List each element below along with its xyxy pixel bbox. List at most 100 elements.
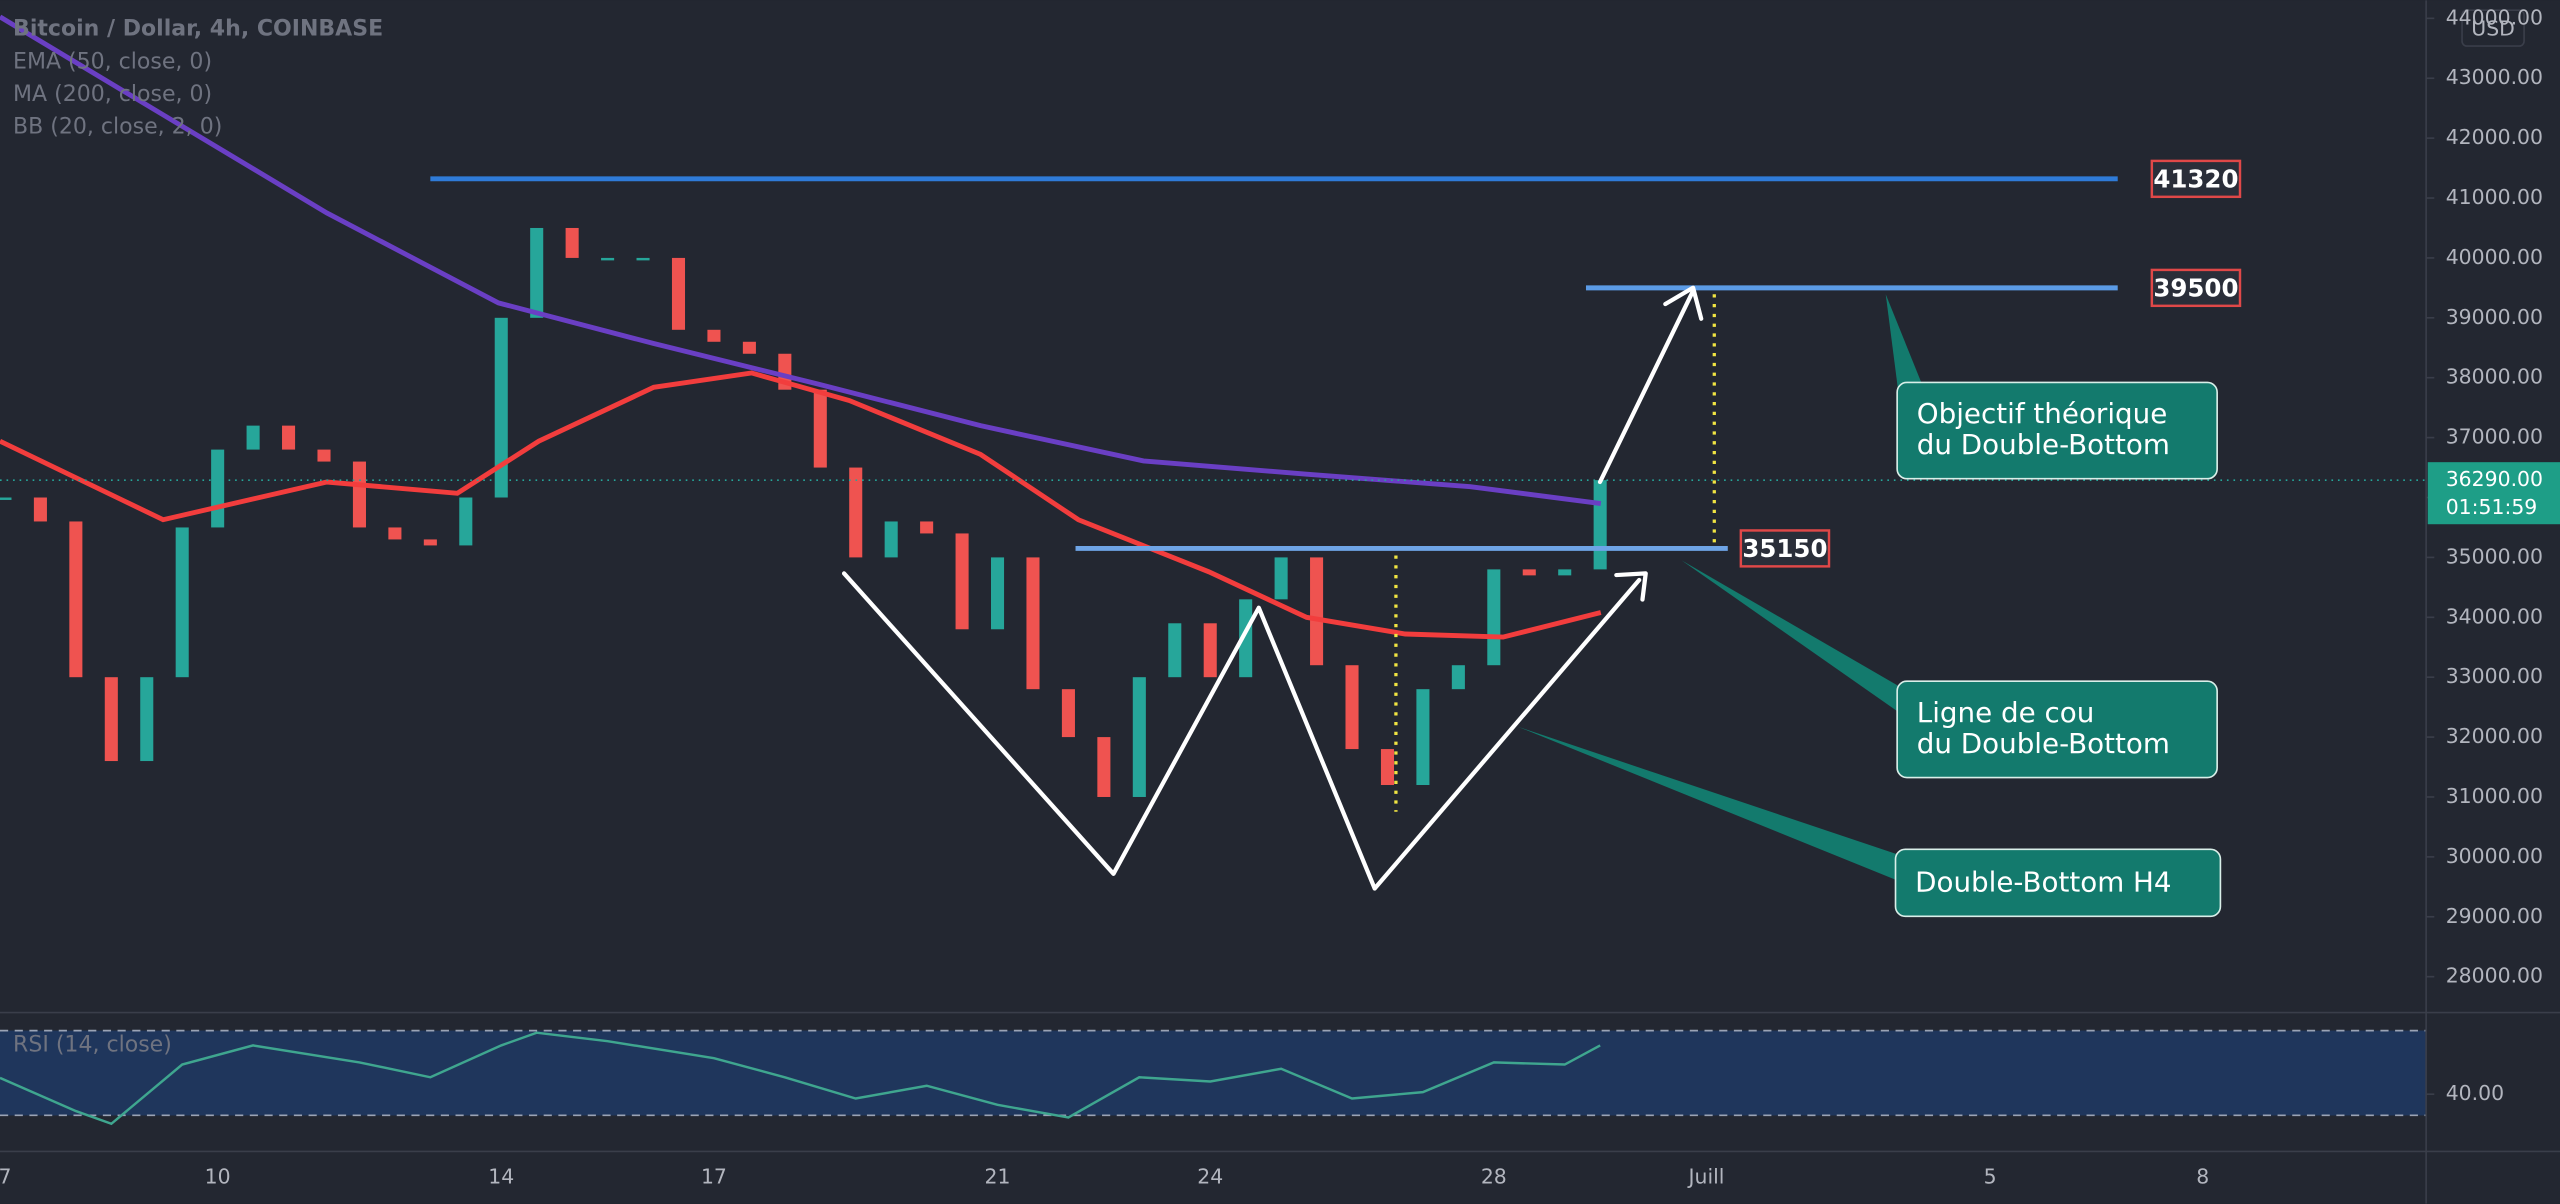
legend-entry: BB (20, close, 2, 0) <box>13 115 222 140</box>
candle <box>33 497 47 522</box>
candle <box>1026 557 1040 690</box>
arrow-head <box>1614 571 1648 602</box>
y-tick-label: 39000.00 <box>2446 305 2543 329</box>
callout-pointer <box>1885 294 1927 396</box>
candle <box>955 533 969 630</box>
candle <box>317 449 331 462</box>
candle <box>1310 557 1324 666</box>
legend-entry: MA (200, close, 0) <box>13 82 212 107</box>
x-tick-label: 21 <box>985 1165 1011 1189</box>
level-label: 39500 <box>2153 274 2238 303</box>
y-tick-label: 30000.00 <box>2446 844 2543 868</box>
annotation-text: Double-Bottom H4 <box>1915 866 2171 899</box>
annotation-box <box>1896 381 2218 480</box>
candle <box>352 461 366 528</box>
candle <box>1380 749 1395 786</box>
y-tick-label: 32000.00 <box>2446 724 2543 748</box>
legend-entry: EMA (50, close, 0) <box>13 49 212 74</box>
y-tick-label: 38000.00 <box>2446 365 2543 389</box>
x-tick-label: 7 <box>0 1165 11 1189</box>
pattern-drawing <box>841 285 1704 891</box>
candle <box>1558 569 1572 576</box>
candle <box>211 449 225 528</box>
chart-title: Bitcoin / Dollar, 4h, COINBASE <box>13 17 383 42</box>
target-arrow <box>1597 288 1696 485</box>
annotation-box <box>1896 680 2218 779</box>
x-tick-label: 24 <box>1197 1165 1223 1189</box>
candle <box>671 257 686 330</box>
y-tick-label: 43000.00 <box>2446 65 2543 89</box>
candle <box>1097 737 1111 797</box>
rsi-line <box>0 1031 1601 1126</box>
candle <box>140 677 154 762</box>
candle <box>423 539 437 546</box>
level-label: 41320 <box>2153 164 2238 193</box>
countdown-label: 01:51:59 <box>2446 495 2538 519</box>
candle <box>1061 689 1075 738</box>
candle <box>742 341 756 354</box>
y-tick-label: 44000.00 <box>2446 5 2543 29</box>
currency-label[interactable]: USD <box>2471 17 2515 41</box>
candle <box>530 227 544 318</box>
currency-button[interactable] <box>2461 9 2525 47</box>
level-label-box <box>2150 159 2242 199</box>
candle <box>104 677 118 762</box>
candle <box>1274 557 1288 600</box>
rsi-title: RSI (14, close) <box>13 1032 172 1057</box>
y-tick-label: 29000.00 <box>2446 904 2543 928</box>
last-price-box <box>2427 462 2560 525</box>
candle <box>1168 623 1182 678</box>
candle <box>1487 569 1501 666</box>
candle <box>388 527 402 540</box>
y-tick-label: 28000.00 <box>2446 964 2543 988</box>
candle <box>1451 665 1465 690</box>
x-tick-label: 14 <box>488 1165 514 1189</box>
y-tick-label: 37000.00 <box>2446 425 2543 449</box>
candle <box>991 557 1005 630</box>
x-tick-label: Juill <box>1687 1165 1725 1189</box>
level-label-box <box>1739 529 1831 568</box>
candle <box>920 521 934 534</box>
x-tick-label: 5 <box>1984 1165 1997 1189</box>
y-tick-label: 42000.00 <box>2446 125 2543 149</box>
candle <box>459 497 473 546</box>
candle <box>1132 677 1146 797</box>
y-tick-label: 35000.00 <box>2446 544 2543 568</box>
candle <box>246 425 260 450</box>
x-tick-label: 28 <box>1481 1165 1507 1189</box>
x-tick-label: 10 <box>205 1165 231 1189</box>
candle <box>813 389 827 468</box>
level-label-box <box>2150 268 2242 308</box>
rsi-band <box>0 1030 2427 1116</box>
candle <box>1522 569 1536 576</box>
annotation-text: du Double-Bottom <box>1917 428 2170 461</box>
candle <box>1239 599 1253 678</box>
candle <box>282 425 296 450</box>
level-label: 35150 <box>1742 534 1827 563</box>
indicator-line <box>0 14 1602 506</box>
candle <box>884 521 898 558</box>
candle <box>494 317 508 498</box>
candle <box>601 257 615 261</box>
annotation-box <box>1894 848 2222 918</box>
x-tick-label: 8 <box>2196 1165 2209 1189</box>
double-bottom-path <box>841 571 1642 891</box>
candle <box>1345 665 1359 750</box>
annotation-text: Objectif théorique <box>1917 397 2168 430</box>
x-tick-label: 17 <box>701 1165 727 1189</box>
y-tick-label: 40000.00 <box>2446 245 2543 269</box>
y-tick-label: 31000.00 <box>2446 784 2543 808</box>
arrow-head <box>1663 285 1704 321</box>
y-tick-label: 33000.00 <box>2446 664 2543 688</box>
candle <box>565 227 579 258</box>
candle <box>1203 623 1217 678</box>
candle <box>1416 689 1430 786</box>
candle <box>69 521 83 678</box>
candle <box>0 497 12 500</box>
measure-lines <box>1394 294 1716 812</box>
y-tick-label: 40.00 <box>2446 1081 2504 1105</box>
candle <box>707 329 721 342</box>
indicator-line <box>0 370 1602 640</box>
